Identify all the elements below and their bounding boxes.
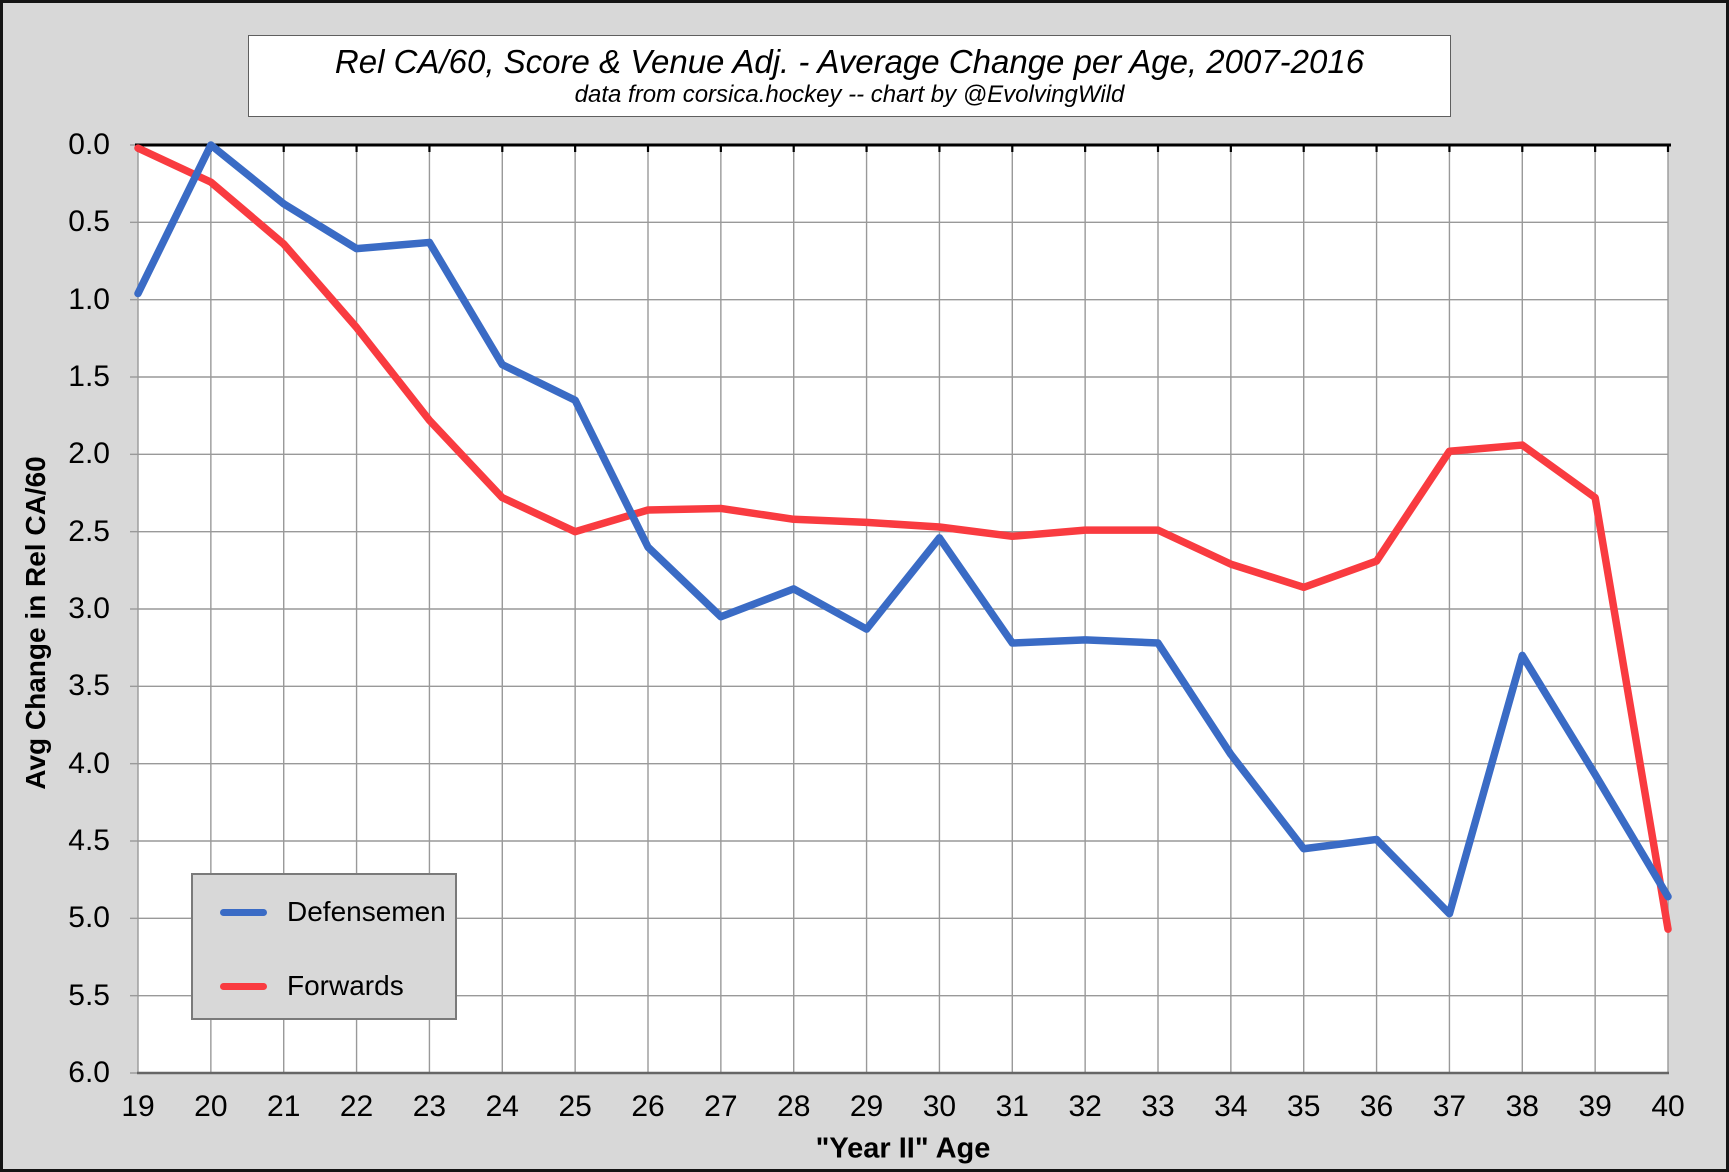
x-tick-label: 38 xyxy=(1505,1090,1539,1123)
x-tick-label: 26 xyxy=(631,1090,665,1123)
x-tick-label: 28 xyxy=(777,1090,811,1123)
x-tick-label: 31 xyxy=(995,1090,1029,1123)
x-tick-label: 36 xyxy=(1359,1090,1394,1123)
chart-subtitle: data from corsica.hockey -- chart by @Ev… xyxy=(574,80,1125,108)
y-tick-label: 4.0 xyxy=(68,746,110,780)
y-tick-label: 1.5 xyxy=(68,360,110,393)
x-tick-label: 19 xyxy=(121,1090,155,1123)
x-tick-label: 22 xyxy=(339,1090,374,1123)
y-tick-label: 2.5 xyxy=(68,514,110,548)
y-tick-label: 5.0 xyxy=(68,901,110,935)
y-tick-label: 3.5 xyxy=(68,669,110,703)
chart-title: Rel CA/60, Score & Venue Adj. - Average … xyxy=(334,42,1365,80)
x-tick-label: 25 xyxy=(558,1090,592,1123)
legend: Defensemen Forwards xyxy=(191,873,457,1020)
x-tick-label: 35 xyxy=(1287,1090,1321,1123)
x-tick-label: 39 xyxy=(1578,1090,1612,1123)
forwards-line-swatch xyxy=(220,982,267,990)
x-tick-label: 20 xyxy=(194,1090,228,1123)
y-tick-label: 0.5 xyxy=(68,205,110,239)
x-tick-label: 29 xyxy=(849,1090,884,1123)
x-tick-label: 40 xyxy=(1651,1090,1685,1123)
legend-item-forwards: Forwards xyxy=(220,971,404,1001)
y-tick-label: 5.5 xyxy=(68,978,110,1012)
x-tick-label: 23 xyxy=(412,1090,447,1123)
legend-item-defensemen: Defensemen xyxy=(220,897,446,927)
x-tick-label: 30 xyxy=(922,1090,957,1123)
x-tick-label: 34 xyxy=(1214,1090,1248,1123)
legend-label-forwards: Forwards xyxy=(287,970,404,1001)
y-tick-label: 2.0 xyxy=(68,437,110,471)
x-tick-label: 32 xyxy=(1068,1090,1102,1123)
legend-label-defensemen: Defensemen xyxy=(287,896,446,927)
x-tick-label: 27 xyxy=(704,1090,738,1123)
y-tick-label: 3.0 xyxy=(68,592,110,625)
x-tick-label: 21 xyxy=(267,1090,301,1123)
y-tick-label: 4.5 xyxy=(68,824,110,857)
defensemen-line xyxy=(134,141,1672,918)
y-tick-label: 0.0 xyxy=(68,128,110,161)
forwards-line xyxy=(134,144,1672,933)
x-tick-label: 37 xyxy=(1432,1090,1467,1123)
x-axis-title: "Year II" Age xyxy=(815,1132,991,1165)
x-tick-label: 33 xyxy=(1141,1090,1175,1123)
y-tick-label: 6.0 xyxy=(68,1056,110,1089)
x-tick-label: 24 xyxy=(485,1090,519,1123)
defensemen-line-swatch xyxy=(220,908,267,916)
chart-title-box: Rel CA/60, Score & Venue Adj. - Average … xyxy=(248,35,1451,117)
y-tick-label: 1.0 xyxy=(68,282,110,316)
